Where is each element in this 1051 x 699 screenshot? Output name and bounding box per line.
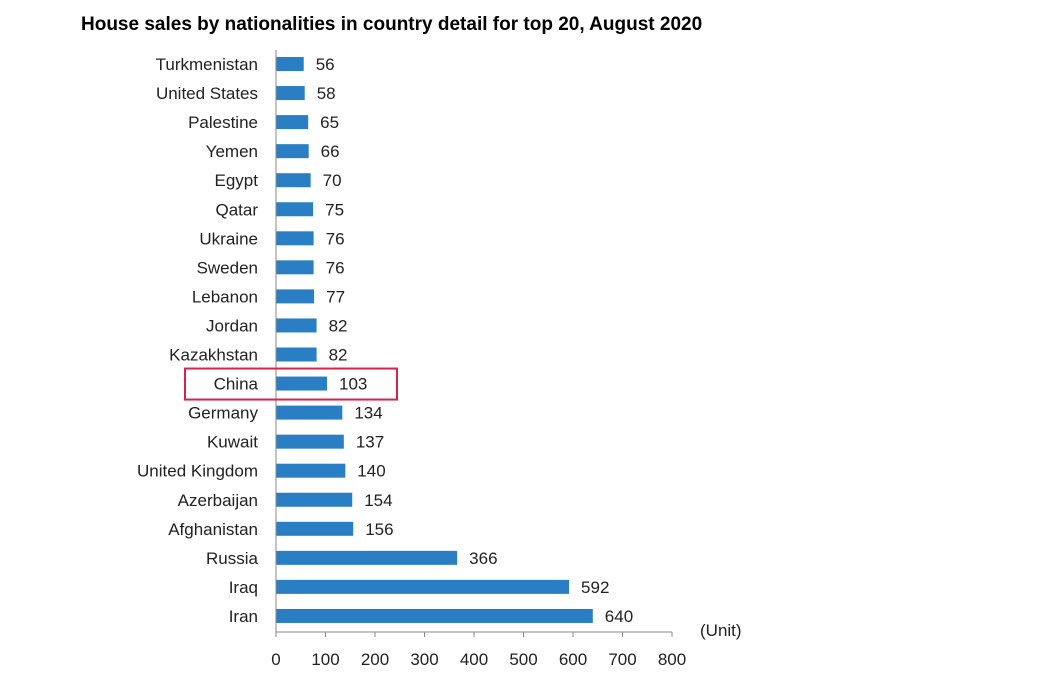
category-label: Azerbaijan (178, 491, 258, 510)
value-label: 76 (326, 229, 345, 248)
category-label: Iran (229, 607, 258, 626)
value-label: 140 (357, 462, 385, 481)
value-label: 103 (339, 375, 367, 394)
bar (276, 376, 327, 391)
bar (276, 405, 343, 420)
x-tick-label: 300 (410, 650, 438, 669)
bar (276, 550, 458, 565)
labels-layer: Turkmenistan 56 United States 58 Palestine 65… (137, 55, 633, 626)
bar (276, 318, 317, 333)
category-label: Jordan (206, 316, 258, 335)
value-label: 154 (364, 491, 392, 510)
value-label: 66 (321, 142, 340, 161)
value-label: 65 (320, 113, 339, 132)
category-label: Kuwait (207, 433, 258, 452)
x-tick-label: 100 (311, 650, 339, 669)
category-label: Qatar (215, 200, 258, 219)
category-label: Russia (206, 549, 259, 568)
bars-layer (276, 57, 593, 623)
bar (276, 260, 314, 275)
bar (276, 173, 311, 188)
category-label: Afghanistan (168, 520, 258, 539)
category-label: United States (156, 84, 258, 103)
value-label: 156 (365, 520, 393, 539)
bar (276, 115, 309, 130)
x-tick-label: 500 (509, 650, 537, 669)
x-tick-label: 800 (658, 650, 686, 669)
x-tick-label: 200 (361, 650, 389, 669)
value-label: 134 (354, 404, 382, 423)
value-label: 70 (323, 171, 342, 190)
x-tick-label: 700 (608, 650, 636, 669)
category-label: Germany (188, 404, 258, 423)
bar (276, 463, 346, 478)
x-tick-label: 0 (271, 650, 280, 669)
category-label: Turkmenistan (156, 55, 258, 74)
category-label: Yemen (206, 142, 258, 161)
category-label: Sweden (197, 258, 258, 277)
bar (276, 144, 309, 159)
bar (276, 347, 317, 362)
unit-label: (Unit) (700, 621, 742, 640)
value-label: 82 (329, 316, 348, 335)
category-label: Palestine (188, 113, 258, 132)
x-tick-label: 600 (559, 650, 587, 669)
bar (276, 608, 593, 623)
bar (276, 57, 304, 71)
category-label: Kazakhstan (169, 346, 258, 365)
category-label: Ukraine (199, 229, 258, 248)
bar (276, 492, 353, 507)
category-label: United Kingdom (137, 462, 258, 481)
category-label: Iraq (229, 578, 258, 597)
category-label: China (214, 375, 259, 394)
bar (276, 231, 314, 246)
bar (276, 579, 570, 594)
category-label: Lebanon (192, 287, 258, 306)
bar (276, 521, 354, 536)
bar (276, 289, 315, 304)
x-tick-label: 400 (460, 650, 488, 669)
value-label: 366 (469, 549, 497, 568)
value-label: 75 (325, 200, 344, 219)
value-label: 137 (356, 433, 384, 452)
value-label: 56 (316, 55, 335, 74)
category-label: Egypt (215, 171, 259, 190)
value-label: 77 (326, 287, 345, 306)
highlight-box (184, 367, 398, 401)
chart-title: House sales by nationalities in country … (81, 14, 703, 35)
value-label: 82 (329, 346, 348, 365)
value-label: 640 (605, 607, 633, 626)
value-label: 58 (317, 84, 336, 103)
bar (276, 434, 344, 449)
value-label: 76 (326, 258, 345, 277)
axis-layer: 0 100 200 300 400 500 600 700 800 (271, 50, 686, 669)
value-label: 592 (581, 578, 609, 597)
bar (276, 86, 305, 101)
bar (276, 202, 314, 217)
